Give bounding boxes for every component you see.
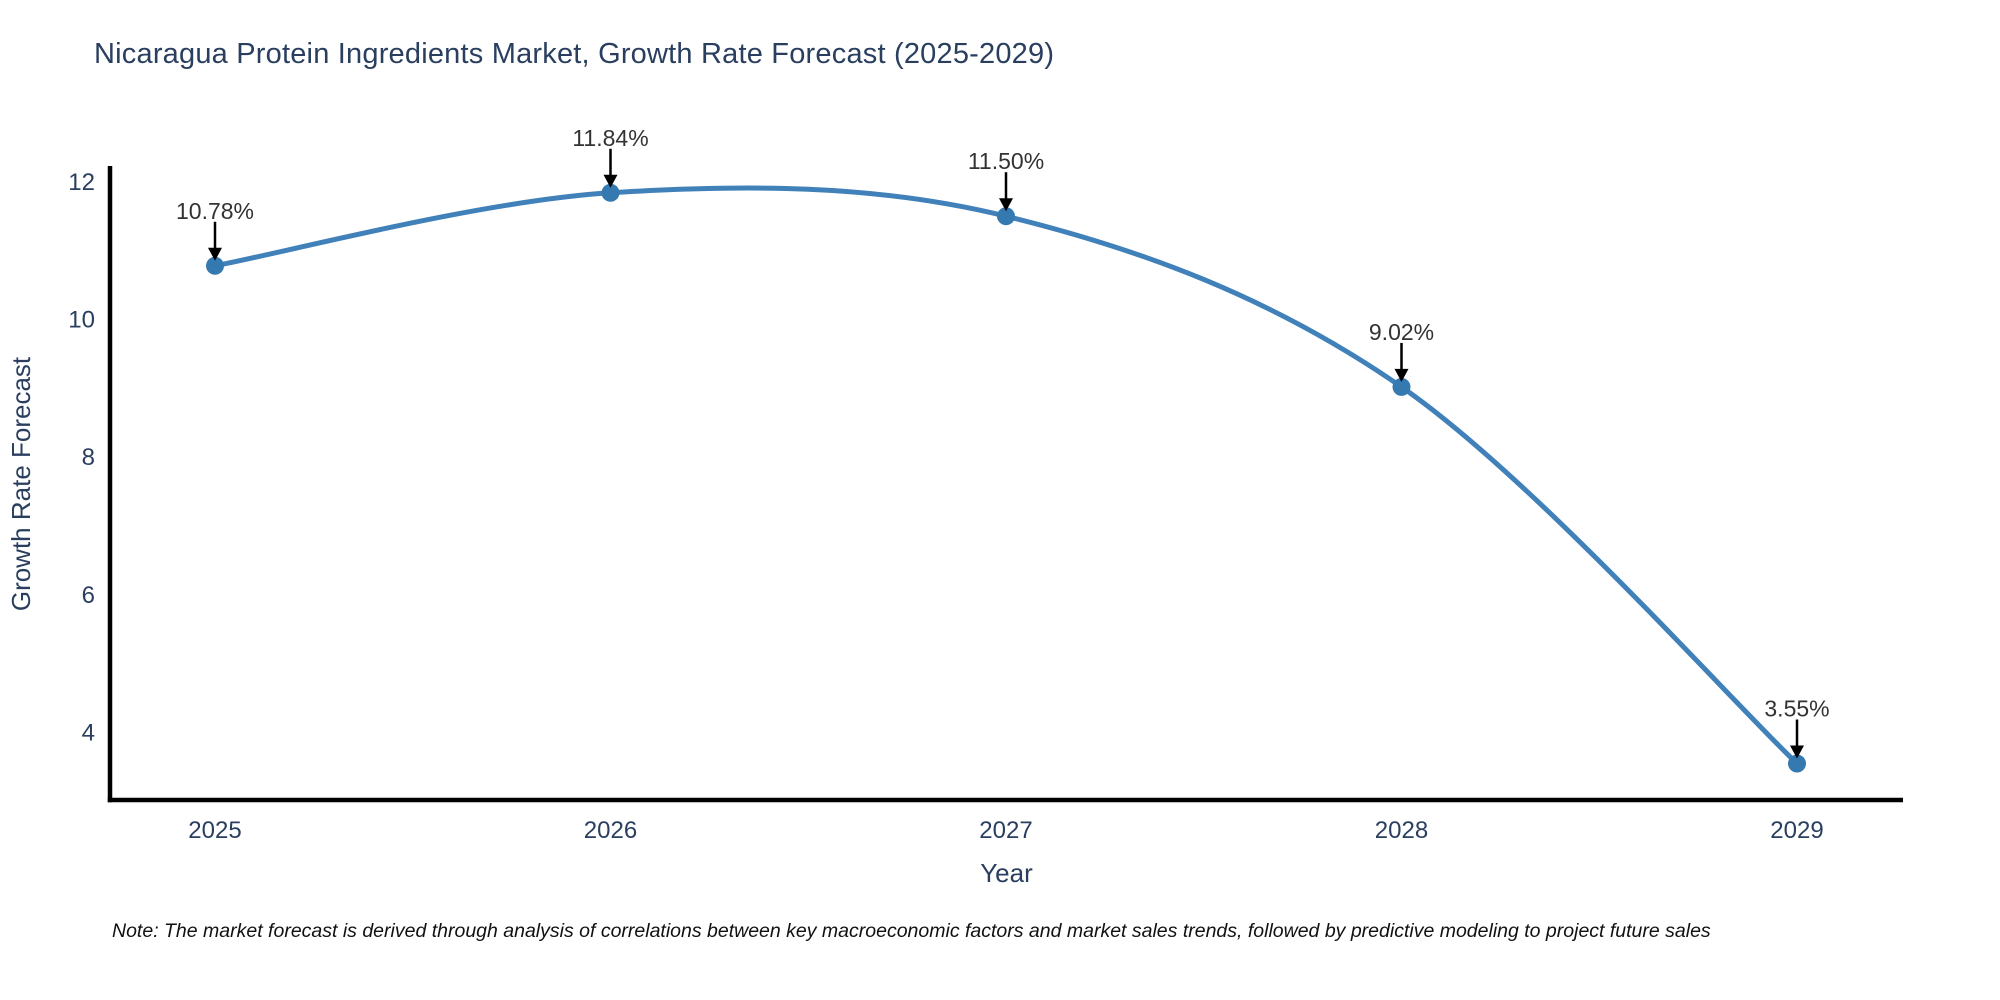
footnote: Note: The market forecast is derived thr… bbox=[112, 920, 1711, 942]
annotation-label: 11.50% bbox=[968, 148, 1044, 174]
annotation-label: 10.78% bbox=[176, 198, 254, 224]
y-tick-label: 12 bbox=[68, 169, 95, 196]
data-point-marker bbox=[1392, 377, 1411, 396]
chart-title: Nicaragua Protein Ingredients Market, Gr… bbox=[94, 38, 1055, 70]
annotation-arrowhead bbox=[1790, 745, 1804, 759]
annotation-label: 3.55% bbox=[1764, 696, 1829, 722]
y-tick-label: 10 bbox=[68, 306, 95, 333]
x-tick-label: 2029 bbox=[1770, 817, 1823, 844]
y-tick-label: 6 bbox=[82, 582, 95, 609]
x-tick-label: 2028 bbox=[1375, 817, 1428, 844]
annotation-label: 11.84% bbox=[572, 125, 648, 151]
x-tick-label: 2027 bbox=[979, 817, 1032, 844]
y-axis-title: Growth Rate Forecast bbox=[6, 356, 36, 611]
data-point-marker bbox=[997, 207, 1015, 226]
annotation-arrowhead bbox=[999, 198, 1013, 212]
annotation-arrowhead bbox=[1394, 368, 1409, 382]
data-point-marker bbox=[1788, 754, 1806, 773]
line-series bbox=[212, 185, 1800, 767]
x-axis-title: Year bbox=[980, 858, 1033, 888]
x-tick-label: 2026 bbox=[584, 817, 637, 844]
x-tick-label: 2025 bbox=[188, 817, 241, 844]
annotation-arrowhead bbox=[603, 174, 618, 188]
data-point-marker bbox=[206, 256, 224, 275]
data-point-marker bbox=[601, 183, 620, 202]
annotation-label: 9.02% bbox=[1369, 319, 1434, 345]
y-tick-label: 4 bbox=[82, 720, 95, 747]
annotation-arrowhead bbox=[208, 247, 222, 261]
y-tick-label: 8 bbox=[82, 444, 95, 471]
